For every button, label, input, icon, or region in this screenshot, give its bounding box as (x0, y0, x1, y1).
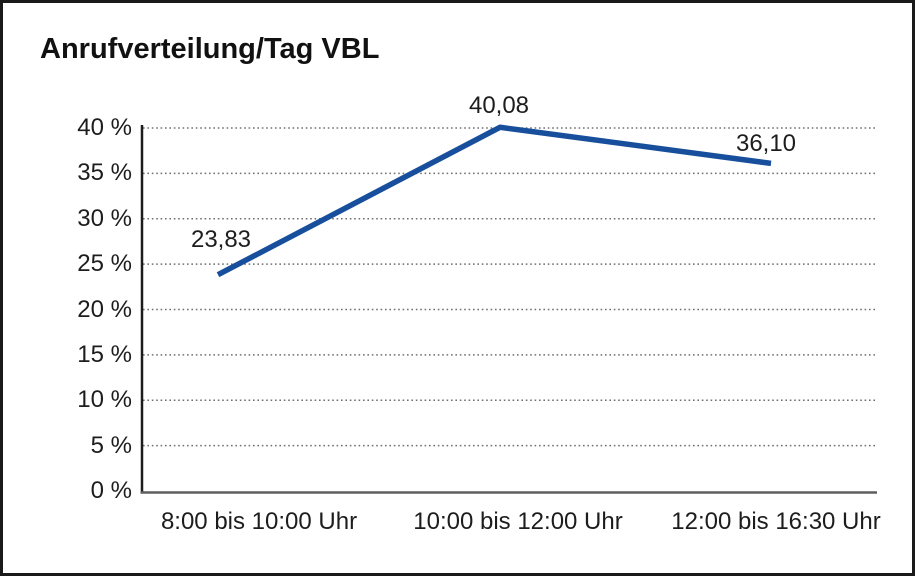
data-line (216, 124, 772, 278)
data-point-label: 40,08 (468, 92, 530, 119)
x-tick-label: 10:00 bis 12:00 Uhr (413, 508, 623, 535)
y-tick-label: 35 % (77, 159, 132, 187)
x-tick-label: 12:00 bis 16:30 Uhr (671, 508, 881, 535)
y-tick-label: 0 % (90, 477, 132, 504)
line-chart-plot (140, 124, 877, 494)
y-tick-label: 15 % (77, 340, 132, 368)
data-point-label: 23,83 (190, 226, 252, 253)
data-point-label: 36,10 (735, 130, 797, 157)
y-tick-label: 20 % (77, 295, 132, 323)
y-tick-label: 40 % (77, 114, 132, 141)
chart-title: Anrufverteilung/Tag VBL (40, 33, 380, 65)
x-tick-label: 8:00 bis 10:00 Uhr (160, 508, 358, 535)
y-tick-label: 5 % (90, 431, 132, 459)
y-tick-label: 30 % (77, 204, 132, 232)
y-tick-label: 10 % (77, 386, 132, 414)
y-tick-label: 25 % (77, 250, 132, 278)
